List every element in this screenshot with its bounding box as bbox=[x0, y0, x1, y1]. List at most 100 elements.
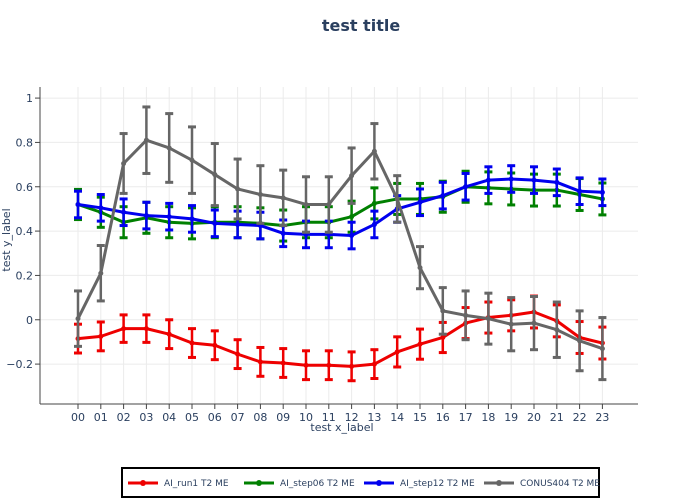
series-line bbox=[77, 310, 603, 368]
data-point bbox=[98, 270, 104, 276]
data-point bbox=[257, 192, 263, 198]
x-tick-label: 11 bbox=[322, 411, 336, 424]
legend-label: AI_step06 T2 ME bbox=[280, 479, 355, 489]
y-tick-label: 0.4 bbox=[16, 225, 34, 238]
data-point bbox=[235, 186, 241, 192]
data-point bbox=[98, 205, 104, 211]
legend-box bbox=[121, 467, 600, 498]
x-tick-label: 23 bbox=[595, 411, 609, 424]
x-tick-label: 21 bbox=[550, 411, 564, 424]
data-point bbox=[235, 221, 241, 227]
series-line bbox=[77, 185, 603, 228]
legend-entry: AI_run1 T2 ME bbox=[128, 479, 229, 489]
data-point bbox=[417, 265, 423, 271]
data-point bbox=[212, 220, 218, 226]
data-point bbox=[98, 333, 104, 339]
data-point bbox=[577, 338, 583, 344]
x-tick-label: 22 bbox=[573, 411, 587, 424]
data-point bbox=[577, 188, 583, 194]
legend-marker bbox=[496, 480, 502, 486]
x-tick-label: 07 bbox=[231, 411, 245, 424]
x-tick-label: 00 bbox=[71, 411, 85, 424]
data-point bbox=[303, 201, 309, 207]
data-point bbox=[143, 213, 149, 219]
x-tick-label: 16 bbox=[436, 411, 450, 424]
series-line bbox=[77, 177, 603, 238]
legend-entry: AI_step12 T2 ME bbox=[364, 479, 475, 489]
grid bbox=[40, 87, 638, 404]
legend-marker bbox=[376, 480, 382, 486]
x-tick-label: 20 bbox=[527, 411, 541, 424]
data-point bbox=[189, 216, 195, 222]
data-point bbox=[121, 209, 127, 215]
legend-label: AI_run1 T2 ME bbox=[164, 479, 229, 489]
x-tick-label: 12 bbox=[345, 411, 359, 424]
x-tick-label: 04 bbox=[162, 411, 176, 424]
x-tick-label: 15 bbox=[413, 411, 427, 424]
data-point bbox=[417, 199, 423, 205]
data-point bbox=[166, 145, 172, 151]
x-tick-label: 05 bbox=[185, 411, 199, 424]
y-tick-label: 0 bbox=[26, 314, 33, 327]
legend-entry: AI_step06 T2 ME bbox=[244, 479, 355, 489]
y-tick-label: 0.8 bbox=[16, 136, 34, 149]
x-tick-label: 19 bbox=[504, 411, 518, 424]
legend-marker bbox=[140, 480, 146, 486]
data-point bbox=[303, 362, 309, 368]
legend-label: CONUS404 T2 ME bbox=[520, 479, 600, 489]
data-point bbox=[599, 346, 605, 352]
data-point bbox=[508, 176, 514, 182]
x-tick-label: 09 bbox=[276, 411, 290, 424]
x-tick-label: 13 bbox=[367, 411, 381, 424]
data-point bbox=[280, 195, 286, 201]
axes bbox=[39, 87, 638, 405]
chart-title: test title bbox=[322, 16, 401, 35]
x-tick-label: 18 bbox=[481, 411, 495, 424]
x-tick-label: 10 bbox=[299, 411, 313, 424]
data-point bbox=[554, 179, 560, 185]
y-axis-label: test y_label bbox=[0, 208, 13, 271]
data-point bbox=[531, 177, 537, 183]
x-tick-label: 14 bbox=[390, 411, 404, 424]
data-point bbox=[349, 363, 355, 369]
data-point bbox=[280, 360, 286, 366]
data-point bbox=[394, 349, 400, 355]
series-0 bbox=[74, 294, 607, 383]
x-tick-label: 01 bbox=[94, 411, 108, 424]
data-point bbox=[440, 308, 446, 314]
data-point bbox=[371, 200, 377, 206]
data-point bbox=[121, 326, 127, 332]
data-point bbox=[166, 331, 172, 337]
data-point bbox=[326, 201, 332, 207]
legend-label: AI_step12 T2 ME bbox=[400, 479, 475, 489]
data-point bbox=[189, 157, 195, 163]
data-point bbox=[235, 351, 241, 357]
data-point bbox=[166, 214, 172, 220]
data-point bbox=[75, 316, 81, 322]
legend-marker bbox=[256, 480, 262, 486]
data-point bbox=[349, 214, 355, 220]
y-tick-label: −0.2 bbox=[6, 358, 33, 371]
data-point bbox=[531, 320, 537, 326]
data-point bbox=[326, 362, 332, 368]
data-point bbox=[554, 327, 560, 333]
data-point bbox=[463, 312, 469, 318]
data-point bbox=[280, 230, 286, 236]
data-point bbox=[463, 184, 469, 190]
data-point bbox=[257, 359, 263, 365]
y-tick-label: 0.2 bbox=[16, 269, 34, 282]
data-point bbox=[440, 334, 446, 340]
series-2 bbox=[74, 164, 607, 251]
x-tick-label: 08 bbox=[253, 411, 267, 424]
data-point bbox=[75, 201, 81, 207]
series-3 bbox=[74, 105, 607, 382]
y-tick-label: 1 bbox=[26, 92, 33, 105]
y-tick-label: 0.6 bbox=[16, 181, 34, 194]
data-point bbox=[371, 221, 377, 227]
data-point bbox=[121, 160, 127, 166]
data-point bbox=[485, 177, 491, 183]
legend: AI_run1 T2 ME AI_step06 T2 ME AI_step12 T2… bbox=[121, 467, 600, 498]
x-tick-label: 17 bbox=[459, 411, 473, 424]
x-tick-label: 02 bbox=[117, 411, 131, 424]
